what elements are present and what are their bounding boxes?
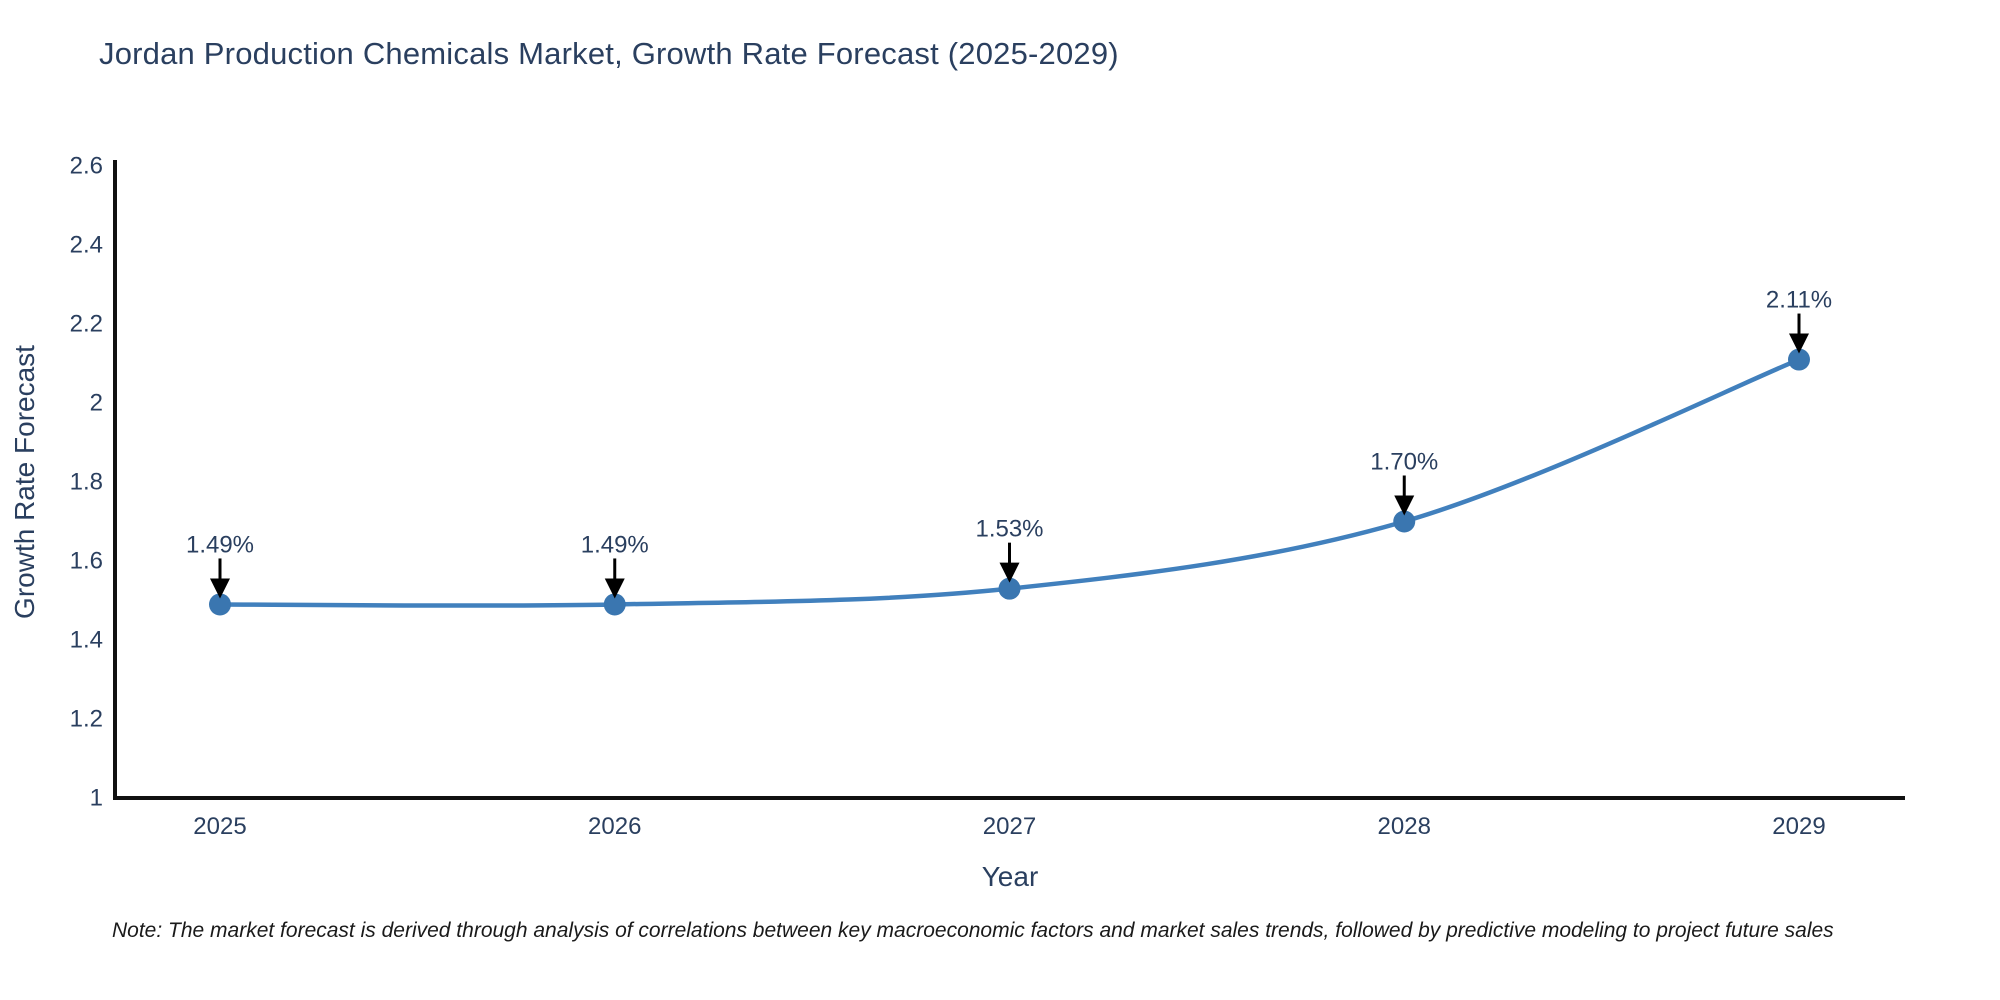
y-tick-label: 1 [90, 784, 103, 811]
x-tick-label: 2027 [983, 813, 1036, 840]
y-tick-label: 1.8 [70, 468, 103, 495]
y-tick-label: 1.6 [70, 547, 103, 574]
y-tick-label: 1.2 [70, 705, 103, 732]
point-label: 1.70% [1370, 449, 1438, 476]
x-tick-label: 2028 [1378, 813, 1431, 840]
chart-footnote: Note: The market forecast is derived thr… [112, 919, 1834, 942]
y-tick-label: 2.6 [70, 152, 103, 179]
annotation-arrowhead [1789, 333, 1809, 354]
data-point-marker [209, 593, 231, 616]
x-tick-label: 2026 [588, 813, 641, 840]
point-label: 1.53% [975, 516, 1043, 543]
y-tick-label: 1.4 [70, 626, 103, 653]
data-point-marker [1393, 510, 1416, 533]
annotation-arrowhead [604, 578, 625, 599]
y-tick-label: 2.4 [70, 231, 103, 258]
point-label: 1.49% [581, 531, 649, 558]
annotation-arrowhead [1394, 495, 1415, 516]
y-axis-title: Growth Rate Forecast [9, 345, 40, 619]
point-label: 2.11% [1766, 287, 1832, 314]
x-axis-title: Year [982, 861, 1039, 892]
y-tick-label: 2.2 [70, 310, 103, 337]
data-point-marker [998, 577, 1021, 600]
chart-title: Jordan Production Chemicals Market, Grow… [99, 36, 1119, 71]
x-tick-label: 2025 [193, 813, 246, 840]
y-tick-label: 2 [90, 389, 103, 416]
annotation-arrowhead [999, 562, 1020, 583]
data-point-marker [1788, 348, 1810, 371]
point-label: 1.49% [186, 531, 254, 558]
x-tick-label: 2029 [1772, 813, 1825, 840]
annotation-arrowhead [210, 578, 230, 599]
data-point-marker [603, 593, 626, 616]
